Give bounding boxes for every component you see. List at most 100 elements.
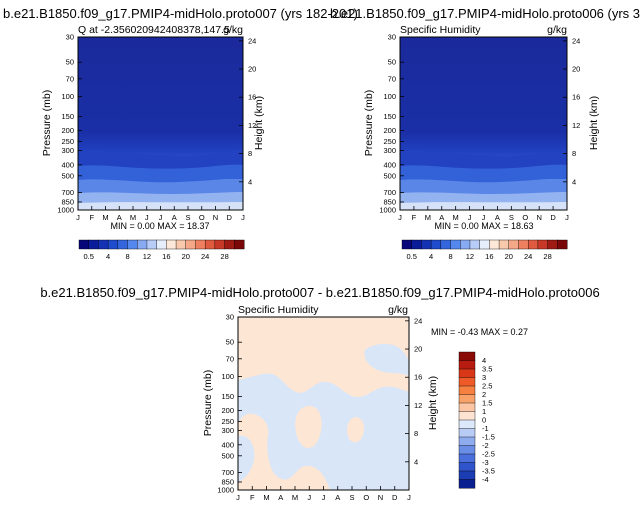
y-tick-label: 700 xyxy=(221,468,234,477)
colorbar-swatch xyxy=(458,411,476,421)
y-tick-label: 50 xyxy=(388,58,396,67)
colorbar-swatch xyxy=(88,239,99,250)
y-tick-label: 30 xyxy=(226,313,234,322)
y-tick-label: 850 xyxy=(61,197,74,206)
panel-3-variable-label: Specific Humidity xyxy=(238,304,319,316)
panel-3-units: g/kg xyxy=(388,304,408,316)
colorbar-label: -1.5 xyxy=(482,433,495,442)
y-tick-label: 500 xyxy=(221,451,234,460)
colorbar-label: 1.5 xyxy=(482,399,492,408)
x-tick-label: J xyxy=(468,213,472,222)
y-tick-label: 100 xyxy=(383,92,396,101)
y2-tick-label: 24 xyxy=(248,36,256,45)
y-tick-label: 700 xyxy=(61,188,74,197)
panel-2-variable-label: Specific Humidity xyxy=(400,24,481,36)
panel-2-y2-axis-label: Height (km) xyxy=(588,96,600,150)
y-tick-label: 300 xyxy=(61,146,74,155)
colorbar-label: -3 xyxy=(482,458,489,467)
y-tick-label: 1000 xyxy=(217,486,234,495)
colorbar-swatch xyxy=(156,239,167,250)
colorbar-swatch xyxy=(458,385,476,396)
panel-3-title: b.e21.B1850.f09_g17.PMIP4-midHolo.proto0… xyxy=(40,285,599,300)
y-tick-label: 250 xyxy=(383,137,396,146)
y-tick-label: 50 xyxy=(66,58,74,67)
x-tick-label: J xyxy=(241,213,245,222)
colorbar-label: 24 xyxy=(524,252,532,261)
y2-tick-label: 24 xyxy=(414,316,422,325)
x-tick-label: S xyxy=(509,213,514,222)
colorbar-swatch xyxy=(458,368,476,379)
y2-tick-label: 16 xyxy=(414,373,422,382)
y-tick-label: 70 xyxy=(388,74,396,83)
colorbar-label: 0.5 xyxy=(83,252,93,261)
panel-2-min-max: MIN = 0.00 MAX = 18.63 xyxy=(434,221,533,231)
colorbar-swatch xyxy=(458,402,476,413)
colorbar-swatch xyxy=(458,377,476,387)
panel-3-positive-island xyxy=(295,405,322,449)
y2-tick-label: 4 xyxy=(572,177,576,186)
x-tick-label: J xyxy=(307,493,311,502)
colorbar-swatch xyxy=(146,239,158,250)
x-tick-label: A xyxy=(117,213,122,222)
y-tick-label: 50 xyxy=(226,338,234,347)
y-tick-label: 700 xyxy=(383,188,396,197)
colorbar-swatch xyxy=(166,239,177,250)
panel-2-colorbar: 0.5 4 8 12 16 20 24 28 xyxy=(401,239,568,261)
colorbar-swatch xyxy=(224,239,235,250)
y-tick-label: 1000 xyxy=(57,206,74,215)
x-tick-label: D xyxy=(392,493,398,502)
colorbar-label: 2.5 xyxy=(482,382,492,391)
panel-3-positive-island-2 xyxy=(347,417,364,443)
y2-tick-label: 8 xyxy=(414,429,418,438)
panel-2-title: b.e21.B1850.f09_g17.PMIP4-midHolo.proto0… xyxy=(330,6,641,21)
y2-tick-label: 4 xyxy=(414,457,418,466)
y-tick-label: 300 xyxy=(221,426,234,435)
panel-2-units: g/kg xyxy=(547,24,567,36)
x-tick-label: J xyxy=(565,213,569,222)
y-tick-label: 200 xyxy=(383,126,396,135)
y-tick-label: 30 xyxy=(388,33,396,42)
y2-tick-label: 12 xyxy=(414,401,422,410)
colorbar-swatch xyxy=(458,428,476,438)
panel-1-units: g/kg xyxy=(223,24,243,36)
colorbar-label: 12 xyxy=(143,252,151,261)
x-tick-label: M xyxy=(130,213,136,222)
x-tick-label: M xyxy=(425,213,431,222)
colorbar-swatch xyxy=(458,479,476,489)
colorbar-label: 28 xyxy=(543,252,551,261)
colorbar-swatch xyxy=(127,239,138,250)
y-tick-label: 500 xyxy=(383,171,396,180)
colorbar-swatch xyxy=(234,239,245,250)
panel-1-variable-label: Q at -2.356020942408378,147.5 xyxy=(78,24,230,36)
colorbar-swatch xyxy=(458,470,476,481)
colorbar-swatch xyxy=(489,239,500,250)
x-tick-label: J xyxy=(407,493,411,502)
y2-tick-label: 8 xyxy=(572,149,576,158)
y-tick-label: 100 xyxy=(221,372,234,381)
x-tick-label: N xyxy=(213,213,218,222)
colorbar-label: 3.5 xyxy=(482,365,492,374)
x-tick-label: J xyxy=(322,493,326,502)
x-tick-label: M xyxy=(263,493,269,502)
colorbar-label: 4 xyxy=(482,356,486,365)
panel-1-y-axis-label: Pressure (mb) xyxy=(41,90,53,157)
panel-1: b.e21.B1850.f09_g17.PMIP4-midHolo.proto0… xyxy=(3,6,358,231)
colorbar-label: 2 xyxy=(482,390,486,399)
y-tick-label: 1000 xyxy=(379,206,396,215)
colorbar-label: -2 xyxy=(482,441,489,450)
colorbar-swatch xyxy=(195,239,206,250)
x-tick-label: D xyxy=(227,213,233,222)
colorbar-swatch xyxy=(411,239,422,250)
panel-1-colorbar: 0.5 4 8 12 16 20 24 28 xyxy=(78,239,245,261)
x-tick-label: S xyxy=(185,213,190,222)
y-tick-label: 850 xyxy=(383,197,396,206)
x-tick-label: A xyxy=(495,213,500,222)
colorbar-swatch xyxy=(458,394,476,404)
colorbar-label: -1 xyxy=(482,424,489,433)
colorbar-label: -4 xyxy=(482,475,489,484)
y-tick-label: 150 xyxy=(221,392,234,401)
colorbar-label: 28 xyxy=(220,252,228,261)
x-tick-label: A xyxy=(335,493,340,502)
